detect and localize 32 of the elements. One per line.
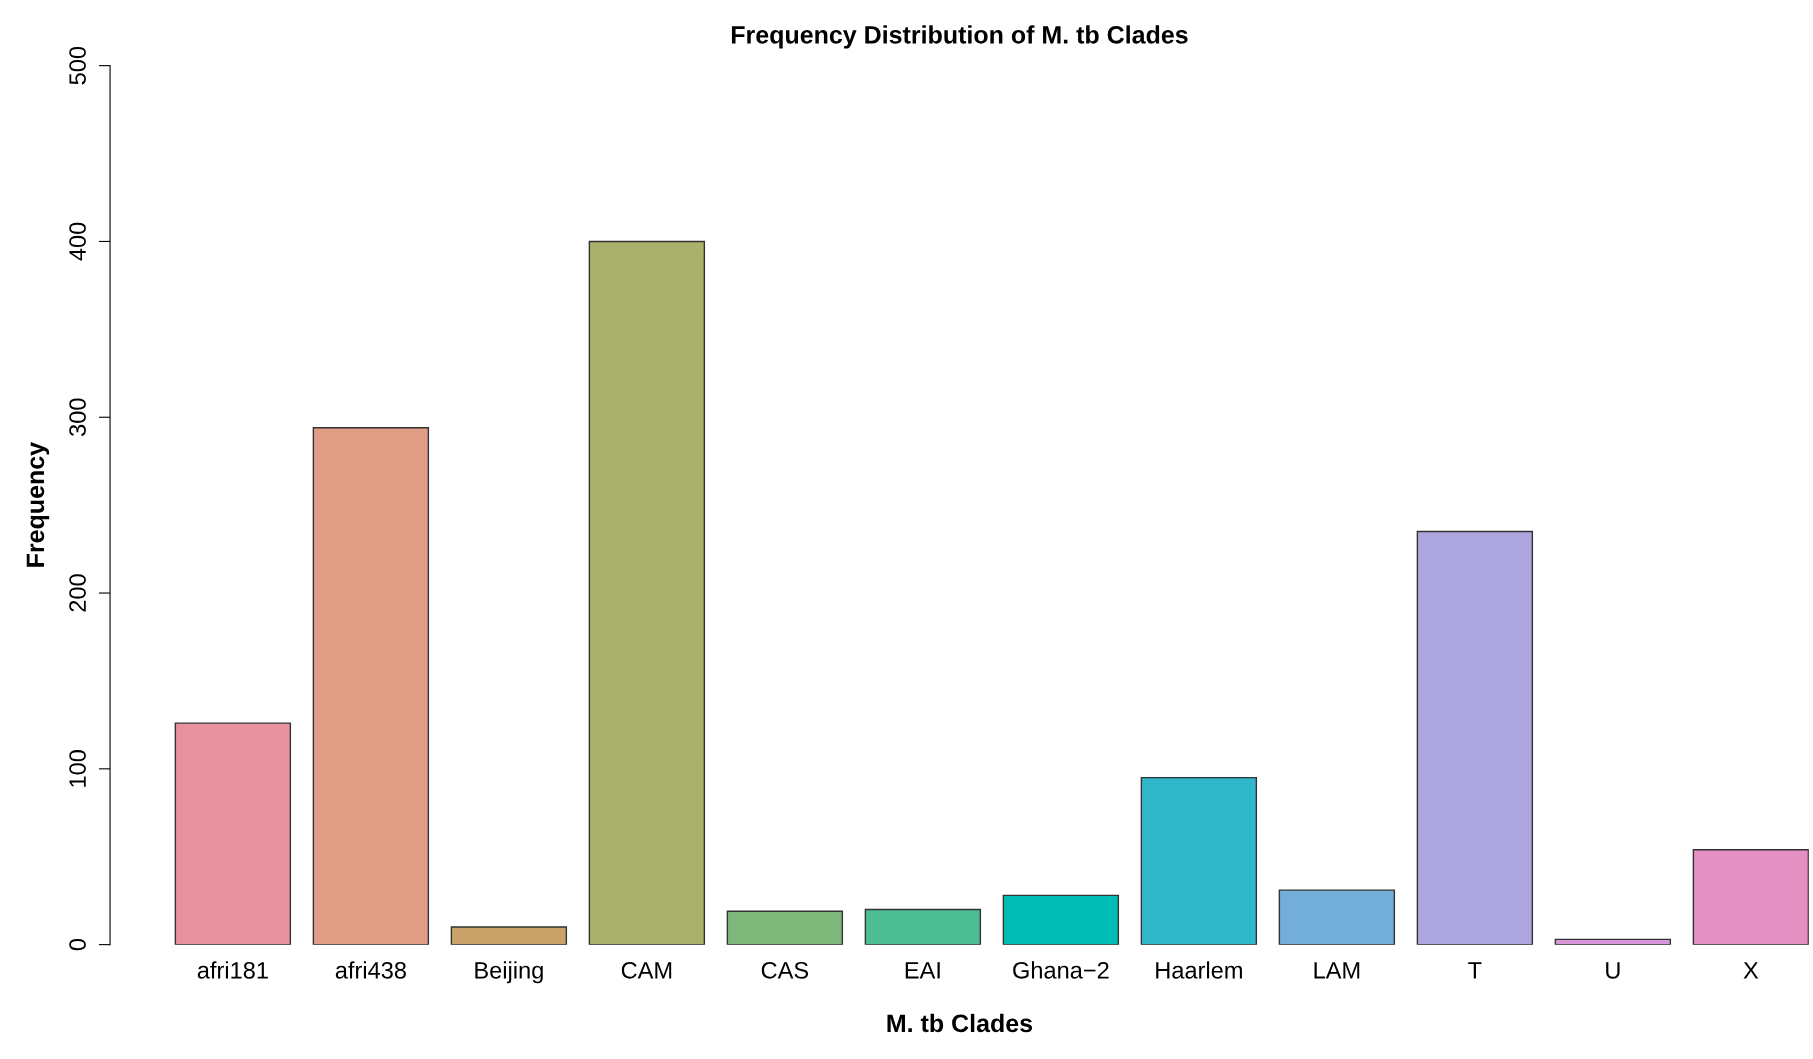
bar — [1416, 530, 1534, 945]
bar — [864, 908, 982, 945]
bar — [588, 240, 706, 945]
x-tick-label: X — [1743, 962, 1759, 979]
bar — [312, 427, 430, 945]
y-tick-label: 0 — [69, 938, 86, 951]
y-tick-label: 500 — [69, 46, 86, 85]
x-axis-title: M. tb Clades — [887, 1013, 1033, 1033]
y-tick-label: 100 — [69, 750, 86, 787]
x-tick-label: CAM — [621, 961, 672, 979]
y-tick-label: 200 — [69, 574, 86, 612]
x-tick-label: U — [1606, 962, 1620, 979]
bar — [1278, 889, 1396, 945]
x-tick-label: afri438 — [335, 961, 406, 979]
y-tick-label: 300 — [69, 398, 86, 437]
bar — [174, 722, 292, 945]
bar — [1692, 849, 1809, 945]
chart-title: Frequency Distribution of M. tb Clades — [731, 25, 1188, 49]
y-axis-title: Frequency — [26, 442, 50, 567]
bar — [726, 910, 844, 945]
bar — [1140, 776, 1258, 945]
y-tick-label: 400 — [69, 222, 86, 261]
x-tick-label: Haarlem — [1156, 961, 1242, 979]
x-tick-label: LAM — [1314, 962, 1360, 979]
x-tick-label: afri181 — [197, 961, 268, 979]
x-tick-label: T — [1468, 962, 1482, 979]
x-tick-label: Beijing — [475, 961, 543, 984]
x-tick-label: EAI — [905, 962, 940, 979]
x-tick-label: CAS — [761, 961, 809, 979]
x-tick-label: Ghana−2 — [1013, 961, 1109, 979]
bar — [450, 926, 568, 945]
bar — [1002, 894, 1120, 945]
